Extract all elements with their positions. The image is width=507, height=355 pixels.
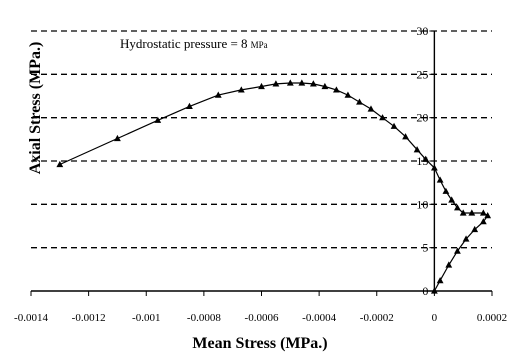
- x-axis-ticks: -0.0014 -0.0012 -0.001 -0.0008 -0.0006 -0.000…: [14, 291, 507, 324]
- data-point-marker: [214, 91, 222, 98]
- series-group: [56, 79, 492, 294]
- x-tick-label: -0.001: [132, 312, 160, 324]
- data-point-marker: [298, 79, 306, 86]
- data-point-marker: [454, 204, 461, 211]
- data-point-marker: [436, 176, 444, 183]
- data-point-marker: [430, 164, 438, 171]
- data-point-marker: [390, 122, 398, 129]
- data-point-marker: [344, 91, 352, 98]
- data-point-marker: [237, 86, 245, 93]
- y-tick-label: 25: [416, 67, 428, 81]
- data-point-marker: [422, 155, 430, 162]
- data-point-marker: [471, 225, 479, 233]
- x-tick-label: -0.0012: [72, 312, 106, 324]
- data-point-marker: [479, 218, 487, 225]
- data-point-marker: [448, 196, 456, 203]
- data-point-marker: [56, 160, 64, 168]
- x-tick-label: -0.0004: [302, 312, 336, 324]
- data-point-marker: [468, 209, 476, 216]
- x-tick-label: -0.0014: [14, 312, 48, 324]
- data-point-marker: [309, 80, 317, 87]
- x-tick-label: -0.0002: [360, 312, 394, 324]
- data-point-marker: [379, 114, 386, 121]
- data-point-marker: [356, 98, 363, 105]
- data-point-marker: [402, 133, 409, 140]
- x-tick-label: 0: [432, 312, 438, 324]
- data-point-marker: [321, 82, 329, 90]
- data-point-marker: [367, 105, 375, 112]
- data-point-marker: [462, 235, 470, 242]
- data-point-marker: [258, 82, 265, 90]
- data-point-marker: [154, 116, 162, 123]
- data-point-marker: [484, 212, 492, 219]
- data-point-marker: [430, 287, 438, 294]
- data-point-marker: [114, 134, 121, 142]
- data-point-marker: [459, 209, 467, 216]
- y-axis-label: Axial Stress (MPa.): [27, 42, 44, 175]
- x-tick-label: -0.0008: [187, 312, 221, 324]
- data-point-marker: [286, 79, 294, 86]
- y-tick-label: 30: [416, 24, 428, 38]
- y-tick-label: 5: [422, 241, 428, 255]
- y-tick-label: 10: [416, 197, 428, 211]
- data-point-marker: [445, 261, 453, 268]
- data-point-marker: [442, 187, 450, 194]
- y-tick-label: 20: [416, 111, 428, 125]
- data-point-marker: [413, 146, 421, 153]
- x-axis-label: Mean Stress (MPa.): [192, 335, 327, 352]
- x-tick-label: 0.0002: [477, 312, 507, 324]
- data-point-marker: [454, 247, 461, 254]
- gridlines: [31, 30, 492, 249]
- data-point-marker: [186, 102, 193, 109]
- y-tick-label: 0: [422, 284, 428, 298]
- data-point-marker: [479, 209, 487, 216]
- x-tick-label: -0.0006: [245, 312, 279, 324]
- data-point-marker: [333, 86, 340, 93]
- data-point-marker: [272, 80, 280, 87]
- chart-annotation: Hydrostatic pressure = 8 MPa: [120, 36, 268, 51]
- data-point-marker: [436, 277, 444, 284]
